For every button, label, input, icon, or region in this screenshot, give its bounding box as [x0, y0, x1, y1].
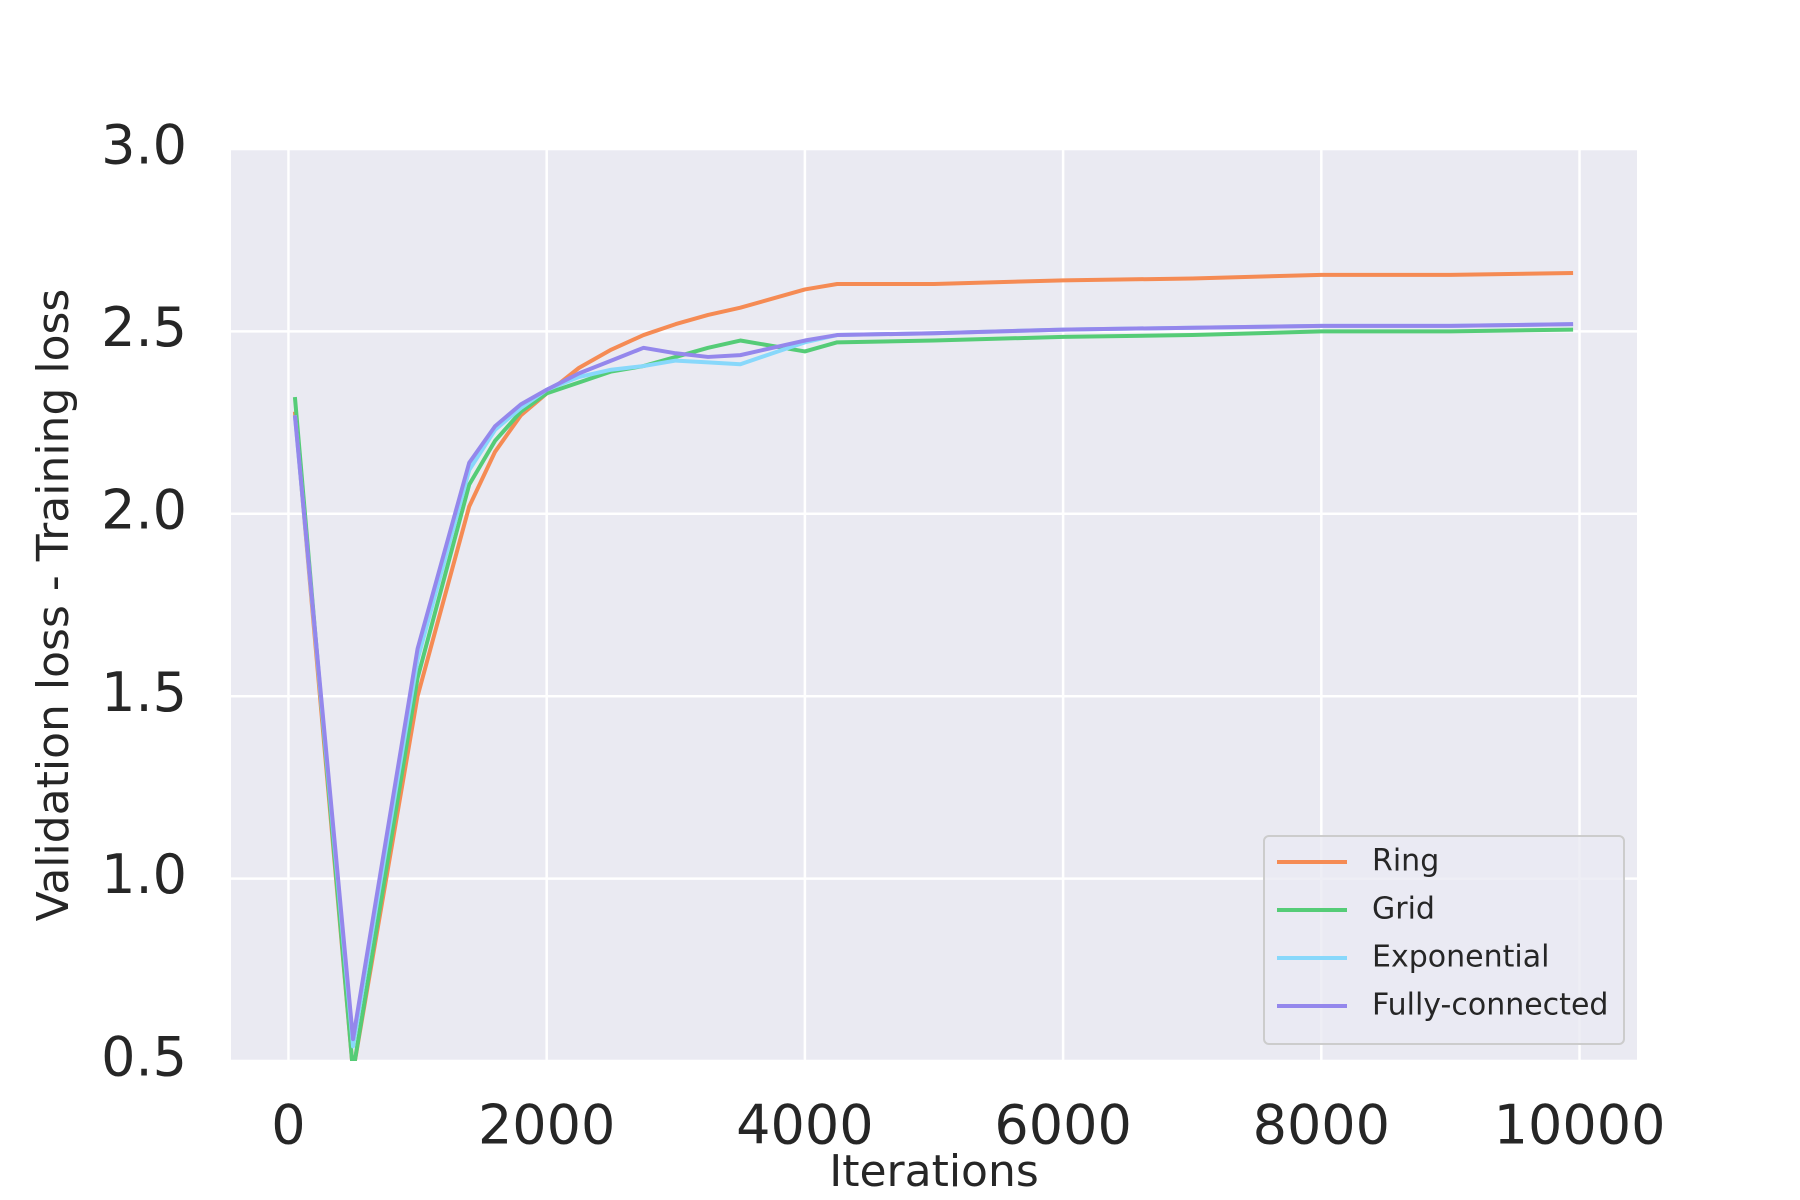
x-tick-label: 4000: [736, 1094, 873, 1157]
ticks: 0 2000 4000 6000 8000 10000 0.5 1.0 1.5 2.0 2.5 3.0: [101, 114, 1665, 1157]
series-line: [292, 327, 1574, 1061]
x-tick-label: 0: [271, 1094, 305, 1157]
legend-label: Grid: [1372, 892, 1435, 927]
legend-label: Fully-connected: [1372, 988, 1608, 1023]
legend-label: Ring: [1372, 844, 1439, 879]
y-tick-label: 3.0: [101, 114, 187, 177]
x-tick-label: 10000: [1494, 1094, 1666, 1157]
y-axis-label: Validation loss - Training loss: [28, 289, 79, 922]
series-line: [292, 322, 1574, 1042]
lines: [292, 271, 1574, 1061]
legend-box: [1263, 835, 1625, 1045]
series-line: [292, 271, 1574, 1061]
legend-label: Exponential: [1372, 940, 1549, 975]
y-tick-label: 1.0: [101, 843, 187, 906]
x-tick-label: 6000: [994, 1094, 1131, 1157]
y-tick-label: 2.5: [101, 296, 187, 359]
x-tick-label: 8000: [1253, 1094, 1390, 1157]
y-tick-label: 0.5: [101, 1026, 187, 1089]
y-tick-label: 1.5: [101, 661, 187, 724]
legend: Ring Grid Exponential Fully-connected: [1263, 835, 1625, 1045]
x-tick-label: 2000: [478, 1094, 615, 1157]
x-axis-label: Iterations: [829, 1146, 1039, 1197]
y-tick-label: 2.0: [101, 478, 187, 541]
